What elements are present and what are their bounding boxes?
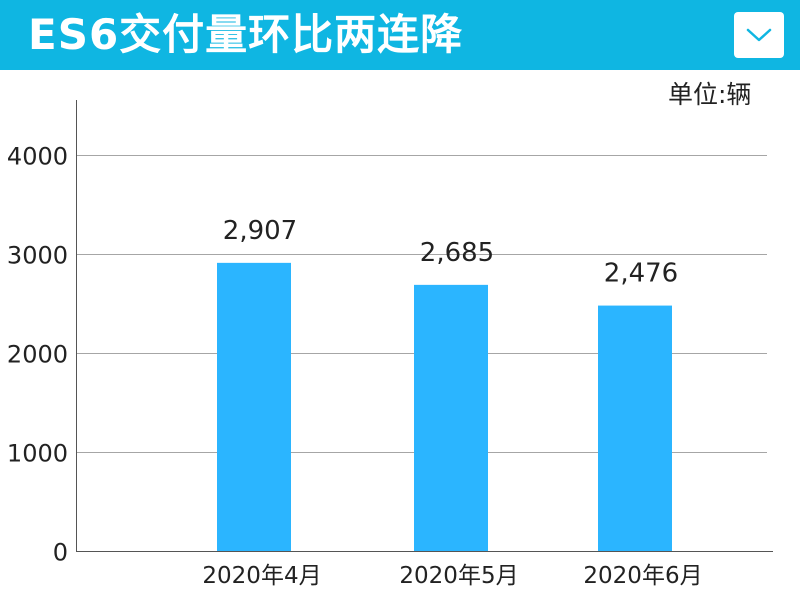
- chevron-down-icon: [746, 28, 772, 42]
- bar: [217, 262, 291, 551]
- y-tick-label: 3000: [7, 242, 68, 270]
- unit-label: 单位:辆: [668, 80, 752, 109]
- x-tick-label: 2020年5月: [399, 563, 518, 589]
- data-label: 2,907: [223, 216, 297, 246]
- page-title: ES6交付量环比两连降: [28, 10, 464, 59]
- bar: [414, 284, 488, 551]
- y-tick-label: 0: [53, 539, 68, 567]
- y-tick-label: 1000: [7, 440, 68, 468]
- header-bar: ES6交付量环比两连降: [0, 0, 800, 70]
- data-label: 2,476: [604, 259, 678, 289]
- dropdown-button[interactable]: [734, 12, 784, 58]
- y-tick-label: 4000: [7, 143, 68, 171]
- bar: [598, 305, 672, 551]
- x-tick-label: 2020年4月: [202, 563, 321, 589]
- y-tick-label: 2000: [7, 341, 68, 369]
- x-tick-label: 2020年6月: [583, 563, 702, 589]
- data-label: 2,685: [420, 238, 494, 268]
